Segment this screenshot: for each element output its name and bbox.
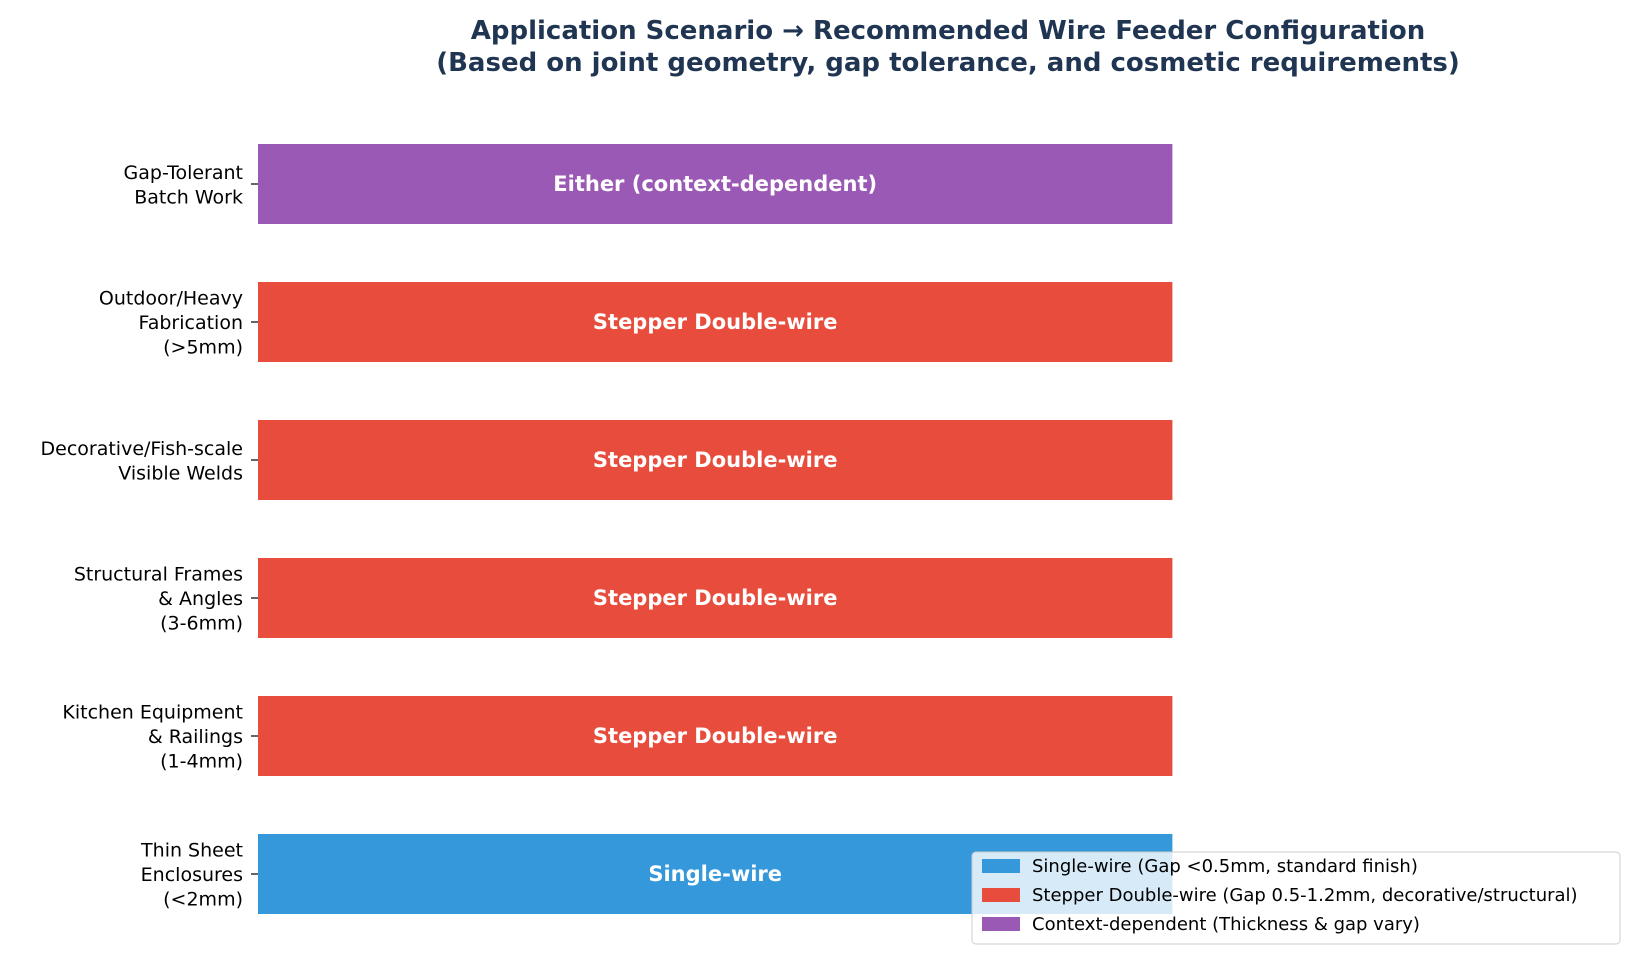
y-tick-label: Thin Sheet Enclosures (<2mm) xyxy=(140,840,243,911)
chart-subtitle: (Based on joint geometry, gap tolerance,… xyxy=(436,48,1460,78)
y-tick-label-line: Gap-Tolerant xyxy=(124,162,243,184)
legend: Single-wire (Gap <0.5mm, standard finish… xyxy=(971,851,1621,945)
bar-label: Stepper Double-wire xyxy=(593,310,838,334)
y-tick-label: Structural Frames & Angles (3-6mm) xyxy=(74,564,243,635)
legend-label: Context-dependent (Thickness & gap vary) xyxy=(1032,914,1420,935)
y-tick-label: Gap-Tolerant Batch Work xyxy=(124,162,243,209)
y-tick-label-line: (<2mm) xyxy=(163,889,243,911)
bar-either xyxy=(258,144,1173,224)
y-tick-label-line: Enclosures xyxy=(141,864,243,886)
y-tick-label-line: (1-4mm) xyxy=(160,751,243,773)
y-tick-label-line: & Angles xyxy=(158,588,243,610)
y-tick-label-line: Outdoor/Heavy xyxy=(99,288,243,310)
y-axis-ticks: Thin Sheet Enclosures (<2mm) Kitchen Equipm… xyxy=(41,162,258,911)
bar-label: Stepper Double-wire xyxy=(593,586,838,610)
y-tick-label-line: Structural Frames xyxy=(74,564,243,586)
bar-stepper xyxy=(258,282,1173,362)
legend-swatch-either xyxy=(982,917,1020,931)
y-tick-label: Kitchen Equipment & Railings (1-4mm) xyxy=(62,702,243,773)
bar-stepper xyxy=(258,558,1173,638)
y-tick-label-line: & Railings xyxy=(148,726,243,748)
bar-stepper xyxy=(258,696,1173,776)
legend-swatch-stepper xyxy=(982,888,1020,902)
bar-label: Stepper Double-wire xyxy=(593,448,838,472)
y-tick-label-line: Visible Welds xyxy=(118,462,243,484)
y-tick-label: Outdoor/Heavy Fabrication (>5mm) xyxy=(99,288,243,359)
y-tick-label-line: (3-6mm) xyxy=(160,613,243,635)
y-tick-label-line: Thin Sheet xyxy=(140,840,243,862)
legend-label: Single-wire (Gap <0.5mm, standard finish… xyxy=(1032,856,1418,877)
y-tick-label-line: Kitchen Equipment xyxy=(62,702,243,724)
y-tick-label-line: Batch Work xyxy=(134,186,243,208)
legend-frame xyxy=(971,851,1621,945)
legend-swatch-single xyxy=(982,859,1020,873)
chart-title: Application Scenario → Recommended Wire … xyxy=(471,16,1425,46)
bars-group: Single-wire Stepper Double-wire Stepper Do… xyxy=(258,144,1173,914)
y-tick-label-line: Fabrication xyxy=(139,312,243,334)
bar-stepper xyxy=(258,420,1173,500)
y-tick-label-line: (>5mm) xyxy=(163,337,243,359)
y-tick-label-line: Decorative/Fish-scale xyxy=(41,438,244,460)
y-tick-label: Decorative/Fish-scale Visible Welds xyxy=(41,438,244,485)
bar-label: Stepper Double-wire xyxy=(593,724,838,748)
legend-label: Stepper Double-wire (Gap 0.5-1.2mm, deco… xyxy=(1032,885,1578,906)
chart-title-group: Application Scenario → Recommended Wire … xyxy=(436,16,1460,78)
bar-label: Single-wire xyxy=(648,862,782,886)
bar-label: Either (context-dependent) xyxy=(553,172,877,196)
